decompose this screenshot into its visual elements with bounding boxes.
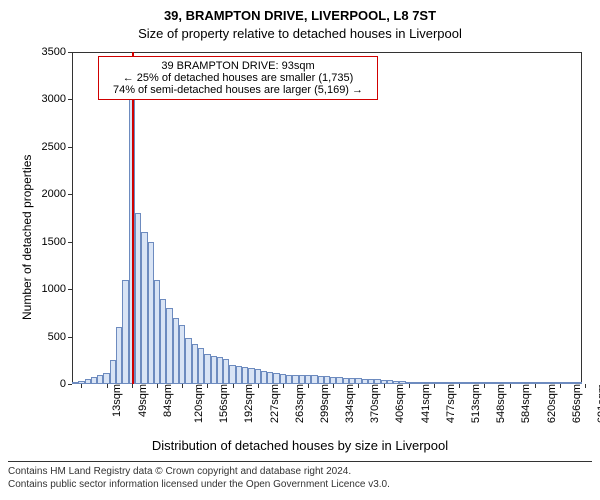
x-tick-mark	[384, 384, 385, 388]
x-tick-label: 49sqm	[131, 384, 149, 417]
x-tick-mark	[233, 384, 234, 388]
x-tick-mark	[207, 384, 208, 388]
x-tick-label: 406sqm	[389, 384, 407, 423]
x-tick-mark	[308, 384, 309, 388]
page-subtitle: Size of property relative to detached ho…	[0, 26, 600, 41]
x-tick-mark	[434, 384, 435, 388]
y-axis-label: Number of detached properties	[20, 155, 34, 320]
footer-line-1: Contains HM Land Registry data © Crown c…	[8, 466, 592, 479]
y-tick-mark	[68, 289, 72, 290]
page-title: 39, BRAMPTON DRIVE, LIVERPOOL, L8 7ST	[0, 8, 600, 23]
x-tick-mark	[258, 384, 259, 388]
x-tick-mark	[459, 384, 460, 388]
x-tick-mark	[132, 384, 133, 388]
x-tick-label: 13sqm	[105, 384, 123, 417]
info-line-3: 74% of semi-detached houses are larger (…	[107, 84, 369, 96]
x-tick-label: 192sqm	[238, 384, 256, 423]
footer: Contains HM Land Registry data © Crown c…	[8, 461, 592, 491]
x-tick-label: 156sqm	[212, 384, 230, 423]
x-tick-label: 691sqm	[590, 384, 600, 423]
marker-info-box: 39 BRAMPTON DRIVE: 93sqm ← 25% of detach…	[98, 56, 378, 100]
x-tick-label: 334sqm	[338, 384, 356, 423]
y-tick-mark	[68, 52, 72, 53]
x-tick-label: 120sqm	[187, 384, 205, 423]
x-tick-label: 84sqm	[156, 384, 174, 417]
x-tick-label: 299sqm	[313, 384, 331, 423]
x-tick-mark	[484, 384, 485, 388]
x-tick-label: 477sqm	[439, 384, 457, 423]
x-tick-mark	[283, 384, 284, 388]
x-tick-label: 263sqm	[288, 384, 306, 423]
x-tick-mark	[409, 384, 410, 388]
property-marker-line	[132, 52, 134, 384]
x-tick-mark	[333, 384, 334, 388]
x-tick-label: 656sqm	[565, 384, 583, 423]
y-tick-mark	[68, 99, 72, 100]
info-line-2: ← 25% of detached houses are smaller (1,…	[107, 72, 369, 84]
info-line-1: 39 BRAMPTON DRIVE: 93sqm	[107, 60, 369, 72]
x-tick-label: 620sqm	[540, 384, 558, 423]
x-tick-mark	[107, 384, 108, 388]
y-tick-mark	[68, 242, 72, 243]
x-tick-label: 227sqm	[263, 384, 281, 423]
x-tick-mark	[535, 384, 536, 388]
x-tick-mark	[358, 384, 359, 388]
x-tick-mark	[585, 384, 586, 388]
x-tick-mark	[157, 384, 158, 388]
x-tick-mark	[81, 384, 82, 388]
x-tick-label: 548sqm	[489, 384, 507, 423]
y-tick-mark	[68, 194, 72, 195]
y-tick-mark	[68, 147, 72, 148]
x-tick-mark	[182, 384, 183, 388]
x-tick-mark	[560, 384, 561, 388]
x-tick-mark	[510, 384, 511, 388]
x-tick-label: 370sqm	[363, 384, 381, 423]
histogram-plot: 050010001500200025003000350013sqm49sqm84…	[72, 52, 582, 384]
y-tick-mark	[68, 384, 72, 385]
x-tick-label: 513sqm	[464, 384, 482, 423]
footer-line-2: Contains public sector information licen…	[8, 479, 592, 492]
x-tick-label: 584sqm	[515, 384, 533, 423]
y-tick-mark	[68, 337, 72, 338]
x-axis-label: Distribution of detached houses by size …	[0, 438, 600, 453]
x-tick-label: 441sqm	[414, 384, 432, 423]
